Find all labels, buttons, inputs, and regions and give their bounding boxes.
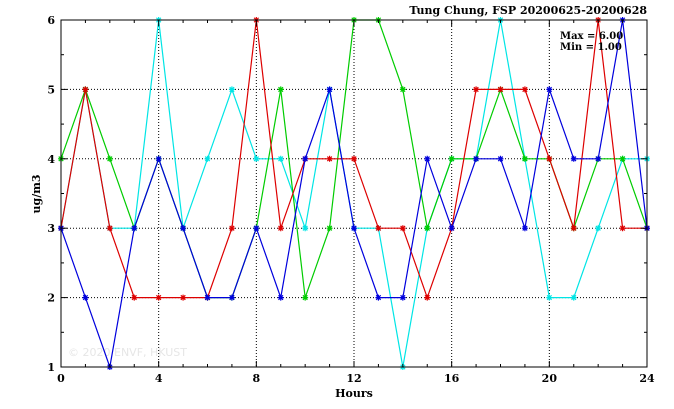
data-point: [82, 294, 89, 301]
data-point: [546, 155, 553, 162]
data-point: [131, 294, 138, 301]
data-point: [473, 86, 480, 93]
x-tick-label: 24: [639, 372, 655, 385]
data-point: [448, 225, 455, 232]
x-tick-label: 12: [346, 372, 361, 385]
data-point: [204, 294, 211, 301]
data-point: [155, 155, 162, 162]
data-point: [424, 225, 431, 232]
y-tick-label: 5: [47, 83, 55, 96]
data-point: [424, 155, 431, 162]
y-tick-label: 3: [47, 222, 55, 235]
data-point: [399, 86, 406, 93]
y-axis-title: ug/m3: [30, 175, 43, 214]
data-point: [180, 225, 187, 232]
x-tick-label: 16: [444, 372, 460, 385]
data-point: [351, 225, 357, 232]
data-point: [619, 155, 626, 162]
x-tick-label: 4: [155, 372, 163, 385]
data-point: [106, 155, 113, 162]
data-point: [326, 155, 333, 162]
chart-title: Tung Chung, FSP 20200625-20200628: [409, 4, 647, 17]
data-point: [302, 225, 309, 232]
data-point: [302, 155, 309, 162]
data-point: [570, 155, 577, 162]
y-tick-label: 4: [47, 153, 55, 166]
data-point: [277, 294, 284, 301]
data-point: [351, 155, 357, 162]
data-point: [497, 86, 504, 93]
data-point: [570, 225, 577, 232]
data-point: [473, 155, 480, 162]
data-point: [326, 225, 333, 232]
data-point: [131, 225, 138, 232]
data-point: [497, 155, 504, 162]
data-point: [595, 225, 602, 232]
data-point: [595, 155, 602, 162]
data-point: [302, 294, 309, 301]
data-point: [619, 225, 626, 232]
data-point: [521, 86, 528, 93]
x-tick-label: 8: [253, 372, 261, 385]
x-axis-title: Hours: [335, 387, 373, 400]
x-tick-label: 20: [542, 372, 558, 385]
min-annotation: Min = 1.00: [560, 42, 622, 53]
data-point: [180, 294, 187, 301]
data-point: [375, 294, 382, 301]
data-point: [546, 294, 553, 301]
data-point: [570, 294, 577, 301]
x-tick-label: 0: [57, 372, 65, 385]
data-point: [253, 155, 260, 162]
data-point: [228, 225, 235, 232]
data-point: [546, 86, 553, 93]
series-2: [58, 17, 650, 301]
data-point: [155, 294, 162, 301]
data-point: [448, 155, 455, 162]
data-point: [399, 225, 406, 232]
data-point: [228, 294, 235, 301]
data-point: [82, 86, 89, 93]
data-point: [375, 225, 382, 232]
data-point: [326, 86, 333, 93]
data-point: [277, 155, 284, 162]
data-point: [106, 225, 113, 232]
data-point: [253, 225, 260, 232]
grid-lines: [61, 20, 647, 367]
watermark: © 2020 ENVF, HKUST: [68, 346, 187, 359]
data-point: [277, 225, 284, 232]
y-tick-label: 1: [47, 361, 55, 374]
data-point: [228, 86, 235, 93]
max-annotation: Max = 6.00: [560, 31, 623, 42]
data-point: [399, 294, 406, 301]
data-point: [521, 225, 528, 232]
data-point: [204, 155, 211, 162]
data-point: [424, 294, 431, 301]
y-tick-label: 2: [47, 292, 55, 305]
y-tick-label: 6: [47, 14, 55, 27]
data-point: [521, 155, 528, 162]
data-point: [277, 86, 284, 93]
